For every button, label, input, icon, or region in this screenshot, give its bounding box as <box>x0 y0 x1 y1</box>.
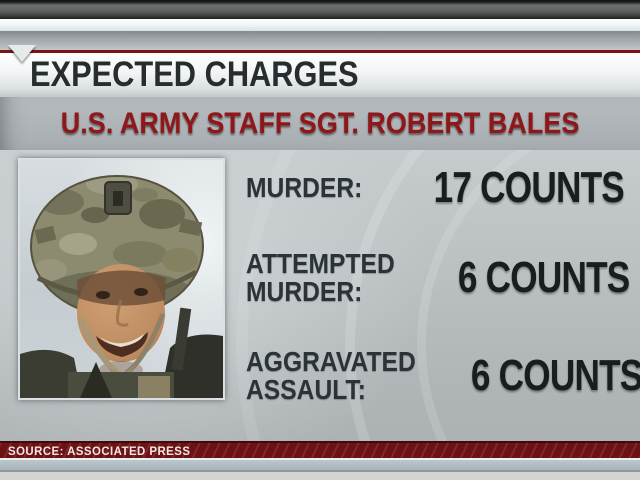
down-triangle-icon <box>8 45 36 62</box>
bottom-strip <box>0 472 640 480</box>
bottom-strip <box>0 458 640 460</box>
charge-count: 6 COUNTS <box>457 253 630 302</box>
bottom-strip <box>0 470 640 472</box>
charge-row-attempted-murder: ATTEMPTED MURDER: 6 COUNTS <box>246 246 630 310</box>
gray-strip <box>0 31 640 50</box>
bottom-strip <box>0 460 640 470</box>
charge-row-murder: MURDER: 17 COUNTS <box>246 162 625 214</box>
charge-label: AGGRAVATED ASSAULT: <box>246 346 416 405</box>
background-arc <box>345 150 640 443</box>
charge-count: 17 COUNTS <box>433 163 625 212</box>
top-bar <box>0 0 640 19</box>
white-strip <box>0 19 640 31</box>
subtitle-band: U.S. ARMY STAFF SGT. ROBERT BALES <box>0 97 640 150</box>
source-label: SOURCE: ASSOCIATED PRESS <box>8 443 191 458</box>
charge-label: MURDER: <box>246 172 363 203</box>
background-arc <box>417 150 640 443</box>
title-band: EXPECTED CHARGES <box>0 53 640 98</box>
soldier-photo <box>18 158 225 400</box>
content-panel: MURDER: 17 COUNTS ATTEMPTED MURDER: 6 CO… <box>0 150 640 443</box>
source-bar: SOURCE: ASSOCIATED PRESS <box>0 441 640 458</box>
page-title: EXPECTED CHARGES <box>30 55 359 94</box>
charge-label: ATTEMPTED MURDER: <box>246 248 395 307</box>
subject-name: U.S. ARMY STAFF SGT. ROBERT BALES <box>60 106 580 140</box>
charge-count: 6 COUNTS <box>470 351 640 400</box>
charge-row-aggravated-assault: AGGRAVATED ASSAULT: 6 COUNTS <box>246 344 640 408</box>
red-rule-top <box>0 50 640 53</box>
